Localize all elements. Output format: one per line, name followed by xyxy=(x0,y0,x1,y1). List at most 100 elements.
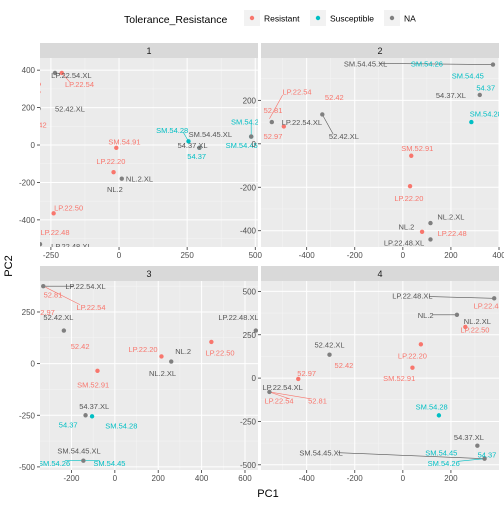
facet-strip xyxy=(40,43,258,58)
data-point-54-37-xl xyxy=(475,443,480,448)
point-label: SM.54.26 xyxy=(231,118,263,127)
point-label: SM.54.45 xyxy=(226,141,258,150)
data-point-54-37-xl xyxy=(197,145,202,151)
legend-entry-label: Resistant xyxy=(264,14,300,24)
point-label: LP.22.50 xyxy=(206,348,235,357)
data-point-sm-54-28 xyxy=(436,413,442,418)
point-label: NL.2 xyxy=(107,185,123,194)
legend: Tolerance_Resistance Resistant Susceptibl… xyxy=(124,10,416,26)
data-point-52-42-xl xyxy=(61,328,67,333)
data-point-nl-2-xl xyxy=(428,220,433,226)
point-label: NL.2 xyxy=(418,311,434,320)
point-label: LP.22.54.XL xyxy=(51,71,91,80)
label-leader-line xyxy=(45,286,81,306)
data-point-52-97 xyxy=(296,376,301,382)
facet-strip-title: 1 xyxy=(146,46,151,56)
data-point-lp-22-48-xl xyxy=(491,296,497,301)
legend-entry-na: NA xyxy=(384,10,416,26)
y-tick-label: 0 xyxy=(31,360,36,369)
data-point-sm-54-45-xl xyxy=(248,134,254,139)
point-label: 52.81 xyxy=(44,290,63,299)
point-label: SM.54.45.XL xyxy=(57,446,100,455)
point-label: 54.37.XL xyxy=(454,433,484,442)
data-point-lp-22-48-xl xyxy=(428,237,433,242)
y-tick-label: 200 xyxy=(22,104,36,113)
x-tick-label: 400 xyxy=(492,251,504,260)
point-label: SM.54.26 xyxy=(411,59,443,68)
x-tick-label: 500 xyxy=(249,251,263,260)
point-label: 52.42 xyxy=(71,342,90,351)
data-point-sm-52-91 xyxy=(410,365,415,370)
data-point-sm-54-45-xl xyxy=(81,458,86,463)
legend-key-dot xyxy=(249,15,255,21)
panel-background xyxy=(261,58,499,247)
data-point-lp-22-54-xl xyxy=(41,283,46,289)
point-label: NL.2.XL xyxy=(437,213,464,222)
point-label: SM.54.28 xyxy=(156,126,188,135)
point-label: LP.22.50 xyxy=(460,326,489,335)
panel-plot-area: SM.54.45.XL SM.54.26 SM.54.45 54.37 54.37.XL… xyxy=(261,58,502,247)
x-tick-label: 400 xyxy=(195,474,209,483)
y-tick-label: 200 xyxy=(243,96,257,105)
legend-key-dot xyxy=(389,15,395,21)
facet-strip-title: 2 xyxy=(377,46,382,56)
legend-entry-susceptible: Susceptible xyxy=(310,10,374,26)
facet-strip xyxy=(261,43,499,58)
point-label: LP.22.54.XL xyxy=(65,282,105,291)
data-point-nl-2 xyxy=(169,359,174,364)
point-label: LP.22.20 xyxy=(398,352,427,361)
data-point-lp-22-20 xyxy=(111,169,116,175)
point-label: SM.54.28 xyxy=(416,403,448,412)
data-point-sm-54-28 xyxy=(89,414,95,419)
x-tick-label: 600 xyxy=(238,474,252,483)
point-label: SM.52.91 xyxy=(383,374,415,383)
point-label: LP.22.48.XL xyxy=(392,292,432,301)
point-label: SM.54.28 xyxy=(470,109,502,118)
x-tick-label: -400 xyxy=(299,251,316,260)
label-leader-line xyxy=(429,296,495,299)
point-label: 52.81 xyxy=(308,397,327,406)
x-tick-label: 250 xyxy=(180,251,194,260)
data-point-sm-54-45-xl xyxy=(490,62,496,67)
point-label: 52.42 xyxy=(28,120,47,129)
label-leader-line xyxy=(269,94,283,119)
point-label: LP.22.48 xyxy=(40,228,69,237)
data-point-lp-22-50 xyxy=(209,339,214,345)
x-tick-label: -200 xyxy=(63,474,80,483)
data-point-sm-54-28 xyxy=(469,119,474,125)
x-tick-label: 0 xyxy=(401,251,406,260)
point-label: 54.37.XL xyxy=(79,402,109,411)
facet-panel-4: 4LP.22.48.XLLP.22.48NL.2NL.2.XLLP.22.50L… xyxy=(240,266,503,483)
point-label: 52.42.XL xyxy=(55,105,85,114)
point-label: SM.54.45 xyxy=(93,459,125,468)
y-tick-label: 400 xyxy=(22,66,36,75)
point-label: SM.54.45.XL xyxy=(299,449,342,458)
point-label: NL.2.XL xyxy=(149,369,176,378)
label-leader-line xyxy=(269,391,290,400)
facet-strip xyxy=(261,266,499,281)
panel-background xyxy=(40,281,258,470)
data-point-lp-22-20 xyxy=(407,183,413,189)
data-point-lp-22-20 xyxy=(418,342,424,347)
y-tick-label: 0 xyxy=(252,374,257,383)
y-tick-label: -200 xyxy=(240,183,257,192)
facet-strip-title: 4 xyxy=(377,269,382,279)
data-point-sm-54-91 xyxy=(114,145,119,151)
label-leader-line xyxy=(337,452,485,460)
point-label: NL.2 xyxy=(399,222,415,231)
x-tick-label: 200 xyxy=(444,474,458,483)
point-label: 52.42 xyxy=(325,93,344,102)
point-label: 54.37 xyxy=(187,152,206,161)
data-point-sm-52-91 xyxy=(409,153,414,158)
y-tick-label: -250 xyxy=(19,411,36,420)
point-label: LP.22.48 xyxy=(474,301,503,310)
y-axis-label: PC2 xyxy=(3,255,15,276)
data-point-52-42-xl xyxy=(327,352,332,357)
label-leader-line xyxy=(378,63,493,65)
data-point-lp-22-50 xyxy=(51,211,56,216)
data-point-52-42-xl xyxy=(269,119,275,125)
label-leader-line xyxy=(322,114,334,135)
